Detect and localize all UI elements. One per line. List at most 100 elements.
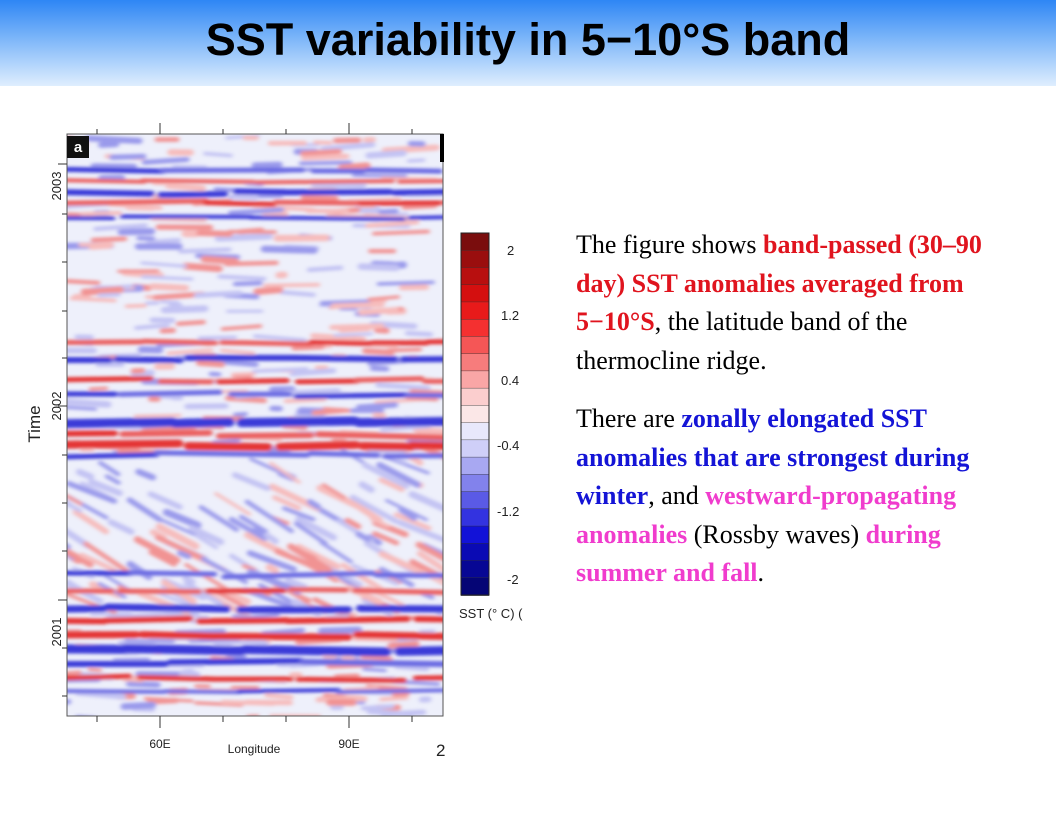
anomaly-streak — [103, 615, 194, 624]
anomaly-streak — [248, 215, 406, 222]
anomaly-streak — [308, 339, 374, 346]
anomaly-streak — [376, 280, 435, 286]
anomaly-streak — [67, 375, 154, 383]
anomaly-streak — [370, 340, 430, 346]
anomaly-streak — [212, 632, 353, 641]
anomaly-streak — [237, 688, 341, 694]
anomaly-streak — [362, 667, 387, 673]
anomaly-streak — [314, 431, 443, 442]
anomaly-streak — [67, 430, 118, 437]
anomaly-streak — [378, 477, 405, 493]
anomaly-streak — [252, 612, 280, 619]
caption-highlight-magenta: westward-propagating anomalies — [576, 481, 957, 549]
anomaly-streak — [273, 199, 363, 206]
anomaly-streak — [283, 397, 327, 404]
anomaly-streak — [67, 347, 97, 354]
anomaly-streak — [236, 606, 353, 614]
colorbar-swatch — [460, 370, 490, 389]
anomaly-streak — [269, 714, 321, 716]
anomaly-streak — [382, 452, 443, 459]
anomaly-streak — [67, 398, 112, 408]
anomaly-streak — [220, 348, 256, 355]
colorbar-swatch — [460, 508, 490, 527]
colorbar-frame — [460, 232, 490, 596]
anomaly-streak — [67, 391, 118, 397]
caption-highlight-blue: zonally elongated SST anomalies that are… — [576, 404, 970, 510]
anomaly-streak — [330, 301, 385, 309]
anomaly-streak — [269, 461, 301, 484]
anomaly-streak — [386, 347, 422, 353]
anomaly-streak — [412, 674, 443, 681]
anomaly-streak — [117, 228, 156, 236]
colorbar-swatch — [460, 543, 490, 562]
anomaly-streak — [195, 617, 291, 625]
anomaly-streak — [127, 570, 218, 577]
anomaly-streak — [119, 429, 213, 438]
anomaly-streak — [252, 367, 309, 374]
anomaly-streak — [208, 371, 222, 377]
anomaly-streak — [204, 588, 287, 594]
caption-paragraph-1: The figure shows band-passed (30–90 day)… — [576, 226, 1016, 380]
anomaly-streak — [198, 504, 239, 532]
anomaly-streak — [67, 198, 209, 206]
anomaly-streak — [107, 519, 135, 535]
anomaly-streak — [404, 330, 433, 337]
anomaly-streak — [196, 230, 233, 237]
anomaly-streak — [67, 480, 118, 504]
anomaly-streak — [320, 142, 376, 152]
anomaly-streak — [119, 214, 255, 219]
x-tick-90e: 90E — [338, 737, 359, 751]
anomaly-streak — [295, 515, 337, 541]
anomaly-streaks — [67, 134, 443, 716]
anomaly-streak — [125, 205, 156, 211]
y-tick-2002: 2002 — [49, 392, 64, 421]
anomaly-streak — [133, 536, 181, 564]
anomaly-streak — [280, 188, 394, 196]
anomaly-streak — [138, 631, 219, 640]
anomaly-streak — [188, 525, 225, 546]
anomaly-streak — [216, 432, 315, 440]
anomaly-streak — [379, 695, 409, 702]
anomaly-streak — [136, 674, 216, 682]
anomaly-streak — [183, 580, 224, 607]
anomaly-streak — [124, 638, 175, 644]
caption-text: , and — [648, 481, 706, 510]
anomaly-streak — [154, 137, 180, 142]
anomaly-streak — [162, 508, 202, 529]
anomaly-streak — [404, 392, 443, 399]
anomaly-streak — [397, 519, 443, 544]
anomaly-streak — [120, 643, 246, 656]
anomaly-streak — [181, 668, 195, 676]
caption-text: , the latitude band of the thermocline r… — [576, 307, 908, 375]
anomaly-streak — [378, 550, 424, 576]
anomaly-streak — [357, 504, 383, 524]
anomaly-streak — [358, 481, 375, 494]
anomaly-streak — [242, 135, 259, 141]
anomaly-streak — [289, 367, 337, 377]
anomaly-streak — [203, 200, 277, 207]
anomaly-streak — [232, 280, 263, 287]
anomaly-streak — [274, 548, 325, 573]
anomaly-streak — [358, 307, 399, 316]
anomaly-streak — [231, 193, 259, 201]
colorbar-swatch — [460, 560, 490, 579]
anomaly-streak — [333, 332, 373, 337]
anomaly-streak — [368, 249, 397, 254]
anomaly-streak — [306, 265, 344, 273]
anomaly-streak — [203, 151, 233, 158]
anomaly-streak — [175, 319, 206, 327]
colorbar-swatch — [460, 267, 490, 286]
bottom-ticks — [96, 716, 413, 728]
anomaly-streak — [182, 262, 223, 273]
anomaly-streak — [194, 701, 244, 707]
anomaly-streak — [365, 220, 420, 228]
anomaly-streak — [356, 604, 443, 613]
anomaly-streak — [340, 562, 384, 592]
anomaly-streak — [413, 615, 443, 624]
top-ticks — [96, 123, 413, 134]
anomaly-streak — [326, 698, 357, 706]
anomaly-streak — [67, 688, 167, 694]
anomaly-streak — [134, 243, 183, 250]
anomaly-streak — [269, 405, 283, 412]
